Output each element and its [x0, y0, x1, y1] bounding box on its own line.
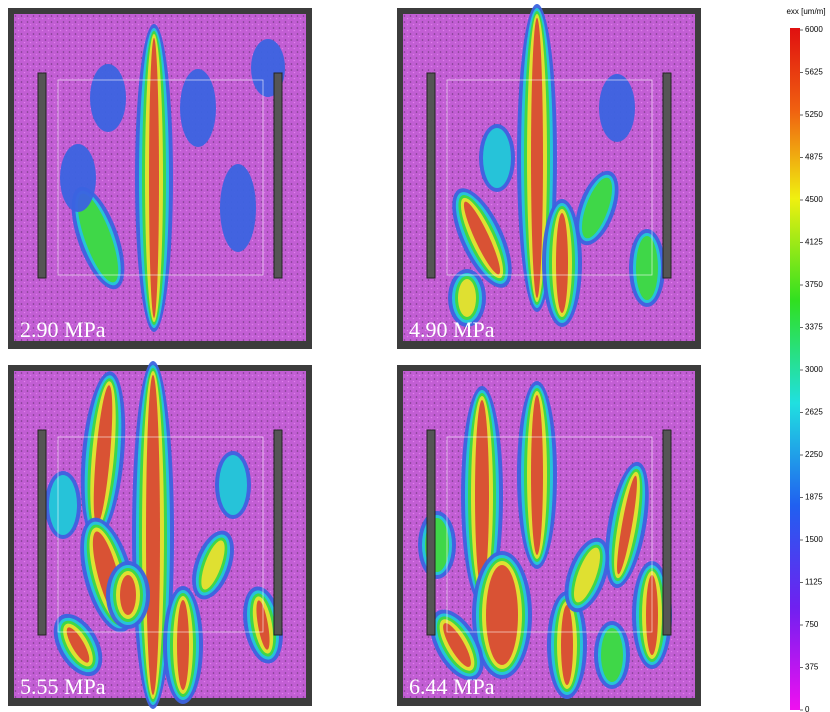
strain-panel: 6.44 MPa — [397, 365, 701, 706]
colorbar-ticks: 6000562552504875450041253750337530002625… — [800, 25, 823, 712]
strain-band — [601, 628, 623, 682]
strain-band — [220, 164, 256, 252]
clamp — [663, 73, 671, 278]
load-label: 4.90 MPa — [409, 317, 495, 342]
strain-band — [49, 475, 77, 535]
strain-band — [146, 375, 160, 695]
clamp — [38, 430, 46, 635]
strain-band — [458, 279, 476, 317]
colorbar-tick-label: 2625 — [805, 408, 823, 417]
strain-panel: 5.55 MPa — [8, 361, 312, 709]
strain-panel: 4.90 MPa — [397, 4, 701, 349]
colorbar-tick-label: 1875 — [805, 493, 823, 502]
load-label: 2.90 MPa — [20, 317, 106, 342]
strain-band — [531, 18, 543, 298]
strain-band — [90, 64, 126, 132]
colorbar-tick-label: 1500 — [805, 535, 823, 544]
colorbar-title: exx [um/m] — [786, 7, 825, 16]
colorbar-tick-label: 3750 — [805, 280, 823, 289]
strain-band — [636, 236, 658, 300]
strain-panel: 2.90 MPa — [8, 8, 312, 349]
strain-band — [483, 128, 511, 188]
clamp — [427, 73, 435, 278]
strain-band — [486, 565, 518, 665]
clamp — [663, 430, 671, 635]
colorbar-tick-label: 4500 — [805, 195, 823, 204]
colorbar-tick-label: 3000 — [805, 365, 823, 374]
strain-band — [531, 395, 543, 555]
colorbar-tick-label: 3375 — [805, 323, 823, 332]
strain-band — [599, 74, 635, 142]
colorbar-tick-label: 2250 — [805, 450, 823, 459]
strain-band — [219, 455, 247, 515]
colorbar-tick-label: 375 — [805, 663, 819, 672]
strain-band — [120, 575, 136, 615]
clamp — [38, 73, 46, 278]
colorbar-tick-label: 4875 — [805, 153, 823, 162]
load-label: 6.44 MPa — [409, 674, 495, 699]
colorbar-tick-label: 5250 — [805, 110, 823, 119]
strain-band — [556, 213, 568, 313]
colorbar — [790, 28, 800, 710]
colorbar-tick-label: 750 — [805, 620, 819, 629]
colorbar-tick-label: 1125 — [805, 578, 823, 587]
colorbar-tick-label: 6000 — [805, 25, 823, 34]
strain-band — [177, 600, 189, 690]
figure: 2.90 MPa 4.90 MPa 5.55 MPa 6.44 MPa exx [um… — [0, 0, 830, 712]
clamp — [274, 73, 282, 278]
strain-band — [561, 605, 573, 685]
colorbar-tick-label: 0 — [805, 705, 810, 712]
colorbar-tick-label: 5625 — [805, 68, 823, 77]
clamp — [274, 430, 282, 635]
load-label: 5.55 MPa — [20, 674, 106, 699]
clamp — [427, 430, 435, 635]
panels: 2.90 MPa 4.90 MPa 5.55 MPa 6.44 MPa — [8, 4, 701, 709]
strain-band — [180, 69, 216, 147]
strain-band — [60, 144, 96, 212]
colorbar-tick-label: 4125 — [805, 238, 823, 247]
